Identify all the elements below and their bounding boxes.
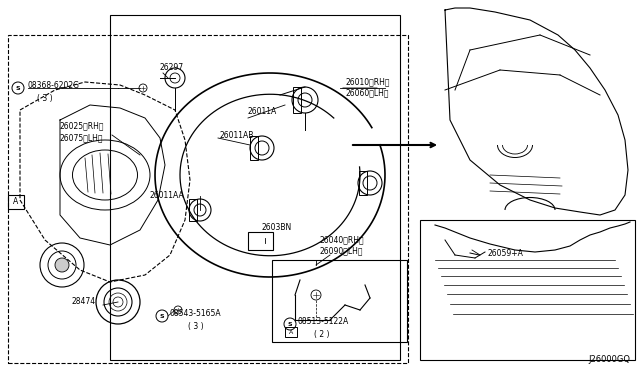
Bar [359, 171, 367, 195]
Text: 26011AB: 26011AB [220, 131, 254, 140]
Text: 26011AA: 26011AA [150, 192, 185, 201]
Text: 26040〈RH〉: 26040〈RH〉 [320, 235, 365, 244]
Text: A: A [289, 330, 293, 334]
Text: 28474: 28474 [72, 298, 96, 307]
Text: S: S [288, 321, 292, 327]
Text: S: S [16, 86, 20, 90]
Bar [293, 87, 301, 113]
Text: 2603BN: 2603BN [262, 224, 292, 232]
Bar [272, 260, 407, 342]
Bar [8, 35, 408, 363]
Bar [250, 136, 258, 160]
Bar [285, 327, 297, 337]
Text: 26060〈LH〉: 26060〈LH〉 [345, 89, 388, 97]
Text: 26090〈LH〉: 26090〈LH〉 [320, 247, 364, 256]
Bar [189, 199, 197, 221]
Text: J26000GQ: J26000GQ [588, 356, 630, 365]
Text: 26011A: 26011A [248, 108, 277, 116]
Bar [420, 220, 635, 360]
Bar [8, 195, 24, 209]
Bar [248, 232, 273, 250]
Circle shape [55, 258, 69, 272]
Text: ( 3 ): ( 3 ) [37, 93, 52, 103]
Text: S: S [160, 314, 164, 318]
Text: 08513-5122A: 08513-5122A [298, 317, 349, 327]
Text: 26025〈RH〉: 26025〈RH〉 [60, 122, 104, 131]
Text: 08543-5165A: 08543-5165A [170, 310, 221, 318]
Text: 08368-6202G: 08368-6202G [28, 81, 80, 90]
Text: ( 3 ): ( 3 ) [188, 321, 204, 330]
Text: A: A [13, 198, 19, 206]
Bar [110, 15, 400, 360]
Text: 26059+A: 26059+A [487, 248, 523, 257]
Text: ( 2 ): ( 2 ) [314, 330, 330, 339]
Text: 26010〈RH〉: 26010〈RH〉 [345, 77, 390, 87]
Text: 26297: 26297 [160, 64, 184, 73]
Text: 26075〈LH〉: 26075〈LH〉 [60, 134, 104, 142]
